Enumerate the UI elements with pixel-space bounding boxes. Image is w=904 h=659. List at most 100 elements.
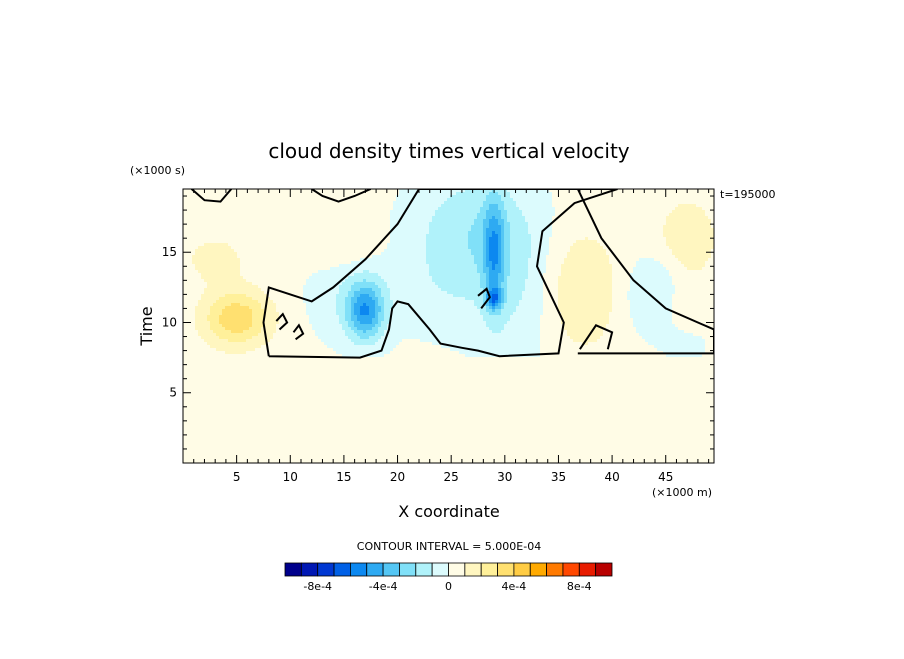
heatmap-cell xyxy=(333,219,337,223)
heatmap-cell xyxy=(207,240,211,244)
heatmap-cell xyxy=(618,207,622,211)
heatmap-cell xyxy=(507,252,511,256)
heatmap-cell xyxy=(213,225,217,229)
heatmap-cell xyxy=(249,273,253,277)
heatmap-cell xyxy=(591,225,595,229)
heatmap-cell xyxy=(537,264,541,268)
heatmap-cell xyxy=(594,243,598,247)
heatmap-cell xyxy=(486,204,490,208)
heatmap-cell xyxy=(309,234,313,238)
heatmap-cell xyxy=(432,258,436,262)
heatmap-cell xyxy=(234,219,238,223)
heatmap-cell xyxy=(525,204,529,208)
heatmap-cell xyxy=(333,225,337,229)
heatmap-cell xyxy=(189,192,193,196)
heatmap-cell xyxy=(513,225,517,229)
heatmap-cell xyxy=(504,228,508,232)
heatmap-cell xyxy=(426,261,430,265)
heatmap-cell xyxy=(282,261,286,265)
heatmap-cell xyxy=(237,198,241,202)
heatmap-cell xyxy=(291,219,295,223)
heatmap-cell xyxy=(450,249,454,253)
heatmap-cell xyxy=(495,213,499,217)
heatmap-cell xyxy=(336,207,340,211)
heatmap-cell xyxy=(531,213,535,217)
heatmap-cell xyxy=(630,189,634,193)
heatmap-cell xyxy=(600,201,604,205)
heatmap-cell xyxy=(708,243,712,247)
heatmap-cell xyxy=(561,261,565,265)
heatmap-cell xyxy=(456,216,460,220)
heatmap-cell xyxy=(291,228,295,232)
heatmap-cell xyxy=(567,246,571,250)
heatmap-cell xyxy=(378,261,382,265)
heatmap-cell xyxy=(345,228,349,232)
heatmap-cell xyxy=(660,240,664,244)
heatmap-cell xyxy=(402,252,406,256)
heatmap-cell xyxy=(690,231,694,235)
heatmap-cell xyxy=(330,249,334,253)
heatmap-cell xyxy=(321,216,325,220)
heatmap-cell xyxy=(363,255,367,259)
heatmap-cell xyxy=(324,267,328,271)
heatmap-cell xyxy=(702,243,706,247)
heatmap-cell xyxy=(711,207,714,211)
heatmap-cell xyxy=(495,204,499,208)
heatmap-cell xyxy=(201,228,205,232)
heatmap-cell xyxy=(546,267,550,271)
heatmap-cell xyxy=(636,216,640,220)
heatmap-cell xyxy=(246,213,250,217)
heatmap-cell xyxy=(375,213,379,217)
heatmap-cell xyxy=(585,246,589,250)
heatmap-cell xyxy=(246,270,250,274)
heatmap-cell xyxy=(210,264,214,268)
heatmap-cell xyxy=(495,222,499,226)
heatmap-cell xyxy=(579,255,583,259)
heatmap-cell xyxy=(516,252,520,256)
heatmap-cell xyxy=(255,225,259,229)
heatmap-cell xyxy=(234,240,238,244)
heatmap-cell xyxy=(228,231,232,235)
heatmap-cell xyxy=(564,213,568,217)
heatmap-cell xyxy=(225,198,229,202)
heatmap-cell xyxy=(567,258,571,262)
heatmap-cell xyxy=(549,216,553,220)
heatmap-cell xyxy=(609,228,613,232)
heatmap-cell xyxy=(189,231,193,235)
heatmap-cell xyxy=(543,252,547,256)
heatmap-cell xyxy=(450,261,454,265)
heatmap-cell xyxy=(273,192,277,196)
heatmap-cell xyxy=(420,189,424,193)
heatmap-cell xyxy=(540,249,544,253)
heatmap-cell xyxy=(207,228,211,232)
heatmap-cell xyxy=(315,270,319,274)
heatmap-cell xyxy=(609,255,613,259)
heatmap-cell xyxy=(429,189,433,193)
heatmap-cell xyxy=(687,195,691,199)
heatmap-cell xyxy=(402,219,406,223)
heatmap-cell xyxy=(357,213,361,217)
heatmap-cell xyxy=(549,237,553,241)
heatmap-cell xyxy=(699,213,703,217)
heatmap-cell xyxy=(237,225,241,229)
heatmap-cell xyxy=(261,252,265,256)
heatmap-cell xyxy=(513,219,517,223)
heatmap-cell xyxy=(252,234,256,238)
heatmap-cell xyxy=(630,228,634,232)
heatmap-cell xyxy=(687,222,691,226)
heatmap-cell xyxy=(324,252,328,256)
heatmap-cell xyxy=(441,234,445,238)
heatmap-cell xyxy=(654,219,658,223)
heatmap-cell xyxy=(537,222,541,226)
heatmap-cell xyxy=(402,270,406,274)
heatmap-cell xyxy=(516,189,520,193)
heatmap-cell xyxy=(297,201,301,205)
heatmap-cell xyxy=(570,222,574,226)
heatmap-cell xyxy=(204,258,208,262)
heatmap-cell xyxy=(558,267,562,271)
heatmap-cell xyxy=(330,192,334,196)
heatmap-cell xyxy=(486,231,490,235)
heatmap-cell xyxy=(306,210,310,214)
heatmap-cell xyxy=(354,213,358,217)
heatmap-cell xyxy=(507,237,511,241)
